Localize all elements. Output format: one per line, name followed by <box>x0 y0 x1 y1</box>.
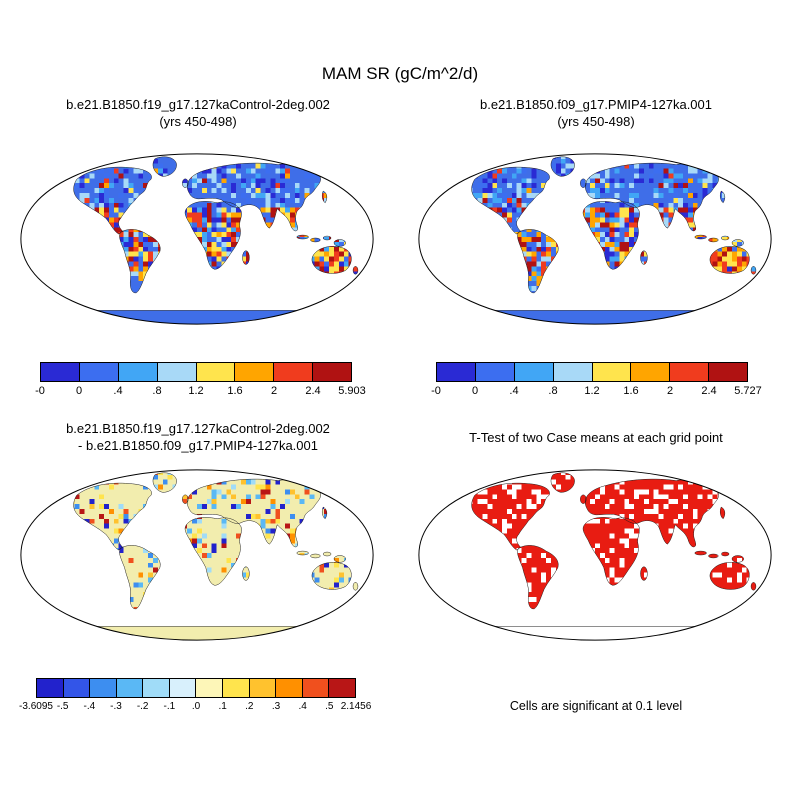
colorbar-box <box>143 679 170 697</box>
colorbar-box <box>709 363 747 381</box>
case-name-control: b.e21.B1850.f19_g17.127kaControl-2deg.00… <box>66 97 330 112</box>
colorbar-box <box>313 363 351 381</box>
colorbar-top-left: -0 0 .4 .8 1.2 1.6 2 2.4 5.903 <box>35 362 366 399</box>
colorbar-box <box>41 363 80 381</box>
significance-caption: Cells are significant at 0.1 level <box>509 699 683 713</box>
map-top-right <box>418 153 772 325</box>
panel-title-top-left: b.e21.B1850.f19_g17.127kaControl-2deg.00… <box>8 96 388 130</box>
colorbar-tick-label: 1.2 <box>188 385 204 397</box>
colorbar-tick-label: 1.2 <box>584 385 600 397</box>
colorbar-tick-label: .2 <box>245 701 254 712</box>
colorbar-bottom-left: -3.6095 -.5 -.4 -.3 -.2 -.1 .0 .1 .2 .3 .4 .5 2.1456 <box>19 678 371 715</box>
panel-title-bottom-left: b.e21.B1850.f19_g17.127kaControl-2deg.00… <box>8 420 388 454</box>
colorbar-labels: -0 0 .4 .8 1.2 1.6 2 2.4 5.727 <box>431 385 762 399</box>
colorbar-tick-label: -.4 <box>83 701 96 712</box>
colorbar-tick-label: 2.4 <box>305 385 321 397</box>
colorbar-tick-label: .4 <box>113 385 123 397</box>
colorbar-box <box>90 679 117 697</box>
years-range: (yrs 450-498) <box>159 114 237 129</box>
colorbar-tick-label: .4 <box>298 701 307 712</box>
map-top-left <box>20 153 374 325</box>
colorbar-box <box>592 363 632 381</box>
colorbar-tick-label: .3 <box>271 701 281 712</box>
colorbar-boxes <box>40 362 352 382</box>
case-name-pmip4: b.e21.B1850.f09_g17.PMIP4-127ka.001 <box>479 97 712 112</box>
colorbar-tick-label: 1.6 <box>227 385 243 397</box>
colorbar-box <box>37 679 64 697</box>
colorbar-tick-label: 2.4 <box>701 385 717 397</box>
colorbar-box <box>276 679 303 697</box>
colorbar-tick-label: 1.6 <box>623 385 639 397</box>
colorbar-box <box>553 363 593 381</box>
colorbar-tick-label: -3.6095 <box>19 701 53 712</box>
colorbar-labels: -3.6095 -.5 -.4 -.3 -.2 -.1 .0 .1 .2 .3 .4 .5 2.1456 <box>19 701 371 715</box>
diff-case-line1: b.e21.B1850.f19_g17.127kaControl-2deg.00… <box>66 421 330 436</box>
colorbar-box <box>437 363 476 381</box>
colorbar-box <box>157 363 197 381</box>
colorbar-box <box>514 363 554 381</box>
colorbar-tick-label: -.5 <box>56 701 69 712</box>
colorbar-tick-label: 2 <box>666 385 674 397</box>
colorbar-box <box>235 363 275 381</box>
colorbar-box <box>670 363 710 381</box>
colorbar-tick-label: .8 <box>152 385 162 397</box>
figure-title: MAM SR (gC/m^2/d) <box>321 64 479 83</box>
colorbar-tick-label: 5.903 <box>338 385 366 397</box>
colorbar-tick-label: 2 <box>270 385 278 397</box>
colorbar-box <box>196 363 236 381</box>
colorbar-box <box>118 363 158 381</box>
map-bottom-left <box>20 469 374 641</box>
colorbar-tick-label: 0 <box>75 385 83 397</box>
colorbar-tick-label: .4 <box>509 385 519 397</box>
map-bottom-right <box>418 469 772 641</box>
colorbar-tick-label: 0 <box>471 385 479 397</box>
colorbar-box <box>631 363 671 381</box>
colorbar-box <box>223 679 250 697</box>
colorbar-labels: -0 0 .4 .8 1.2 1.6 2 2.4 5.903 <box>35 385 366 399</box>
colorbar-box <box>63 679 91 697</box>
colorbar-tick-label: 5.727 <box>734 385 762 397</box>
colorbar-tick-label: .5 <box>325 701 334 712</box>
colorbar-tick-label: -0 <box>35 385 45 397</box>
colorbar-tick-label: .1 <box>218 701 227 712</box>
colorbar-tick-label: 2.1456 <box>340 701 372 712</box>
colorbar-box <box>196 679 224 697</box>
panel-title-top-right: b.e21.B1850.f09_g17.PMIP4-127ka.001 (yrs… <box>406 96 786 130</box>
colorbar-box <box>302 679 330 697</box>
ttest-title: T-Test of two Case means at each grid po… <box>469 430 723 445</box>
colorbar-tick-label: .0 <box>191 701 201 712</box>
colorbar-tick-label: -.2 <box>136 701 149 712</box>
colorbar-tick-label: .8 <box>548 385 558 397</box>
colorbar-boxes <box>36 678 356 698</box>
colorbar-box <box>116 679 144 697</box>
colorbar-box <box>329 679 355 697</box>
years-range: (yrs 450-498) <box>557 114 635 129</box>
colorbar-box <box>79 363 119 381</box>
colorbar-tick-label: -0 <box>431 385 441 397</box>
colorbar-box <box>249 679 277 697</box>
colorbar-box <box>274 363 314 381</box>
colorbar-boxes <box>436 362 748 382</box>
colorbar-tick-label: -.3 <box>110 701 122 712</box>
colorbar-tick-label: -.1 <box>163 701 176 712</box>
colorbar-box <box>475 363 515 381</box>
colorbar-top-right: -0 0 .4 .8 1.2 1.6 2 2.4 5.727 <box>431 362 762 399</box>
colorbar-box <box>169 679 197 697</box>
diff-case-line2: - b.e21.B1850.f09_g17.PMIP4-127ka.001 <box>78 438 318 453</box>
panel-title-bottom-right: T-Test of two Case means at each grid po… <box>406 429 786 446</box>
